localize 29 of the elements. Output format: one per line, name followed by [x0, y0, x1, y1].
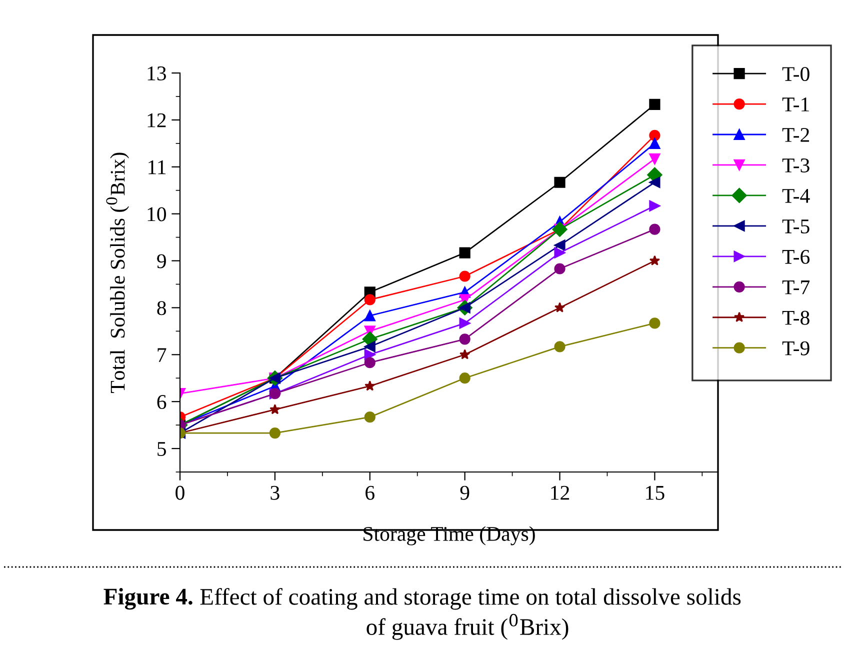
legend-label: T-8 — [782, 310, 810, 325]
legend-label: T-1 — [782, 98, 809, 112]
x-axis-title: Storage Time (Days) — [364, 526, 535, 546]
legend-label: T-7 — [782, 280, 810, 294]
x-tick-label: 3 — [270, 486, 280, 500]
y-tick-label: 9 — [157, 254, 166, 268]
text: Effect of coating and storage time on total dissolve solids of guava fruit ($^{0}$Brix) — [200, 588, 741, 640]
y-tick-label: 13 — [148, 66, 166, 80]
y-tick-label: 11 — [148, 160, 166, 174]
legend-label: T-4 — [782, 189, 810, 203]
y-tick-label: 7 — [158, 348, 166, 362]
x-tick-label: 15 — [646, 486, 664, 500]
y-tick-label: 8 — [157, 301, 166, 316]
x-tick-label: 12 — [551, 486, 570, 500]
legend-label: T-5 — [782, 220, 810, 234]
legend-label: T-3 — [782, 158, 810, 172]
legend-label: T-0 — [782, 66, 810, 82]
legend-label: T-2 — [782, 128, 810, 142]
y-tick-label: 6 — [157, 395, 166, 410]
y-tick-label: 5 — [158, 442, 166, 456]
x-tick-label: 0 — [176, 486, 184, 500]
y-axis-title: Total Soluble Solids ($^{0}$Brix) — [106, 152, 130, 393]
caption: Figure 4. — [104, 588, 192, 610]
legend-label: T-6 — [782, 250, 810, 264]
legend-label: T-9 — [782, 341, 810, 356]
x-tick-label: 6 — [366, 486, 374, 500]
y-tick-label: 10 — [148, 207, 166, 222]
y-tick-label: 12 — [148, 113, 166, 128]
x-tick-label: 9 — [460, 486, 470, 500]
